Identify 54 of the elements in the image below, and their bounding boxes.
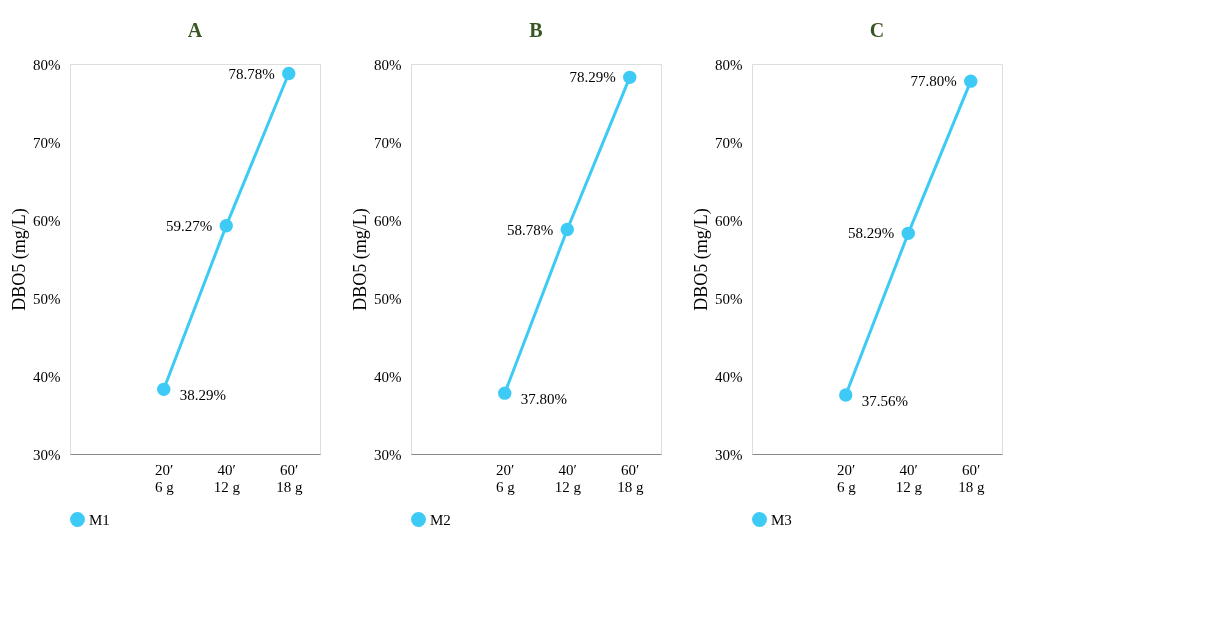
x-tick-label: 60′ 18 g	[276, 461, 303, 495]
y-tick-label: 30%	[374, 446, 402, 463]
y-axis-title: DBO5 (mg/L)	[9, 208, 30, 311]
data-label: 78.78%	[228, 65, 275, 82]
point	[157, 382, 171, 397]
data-label: 38.29%	[179, 387, 226, 404]
x-tick-label: 60′ 18 g	[617, 461, 644, 495]
y-tick-label: 50%	[374, 290, 402, 307]
point	[839, 388, 853, 402]
y-axis-title: DBO5 (mg/L)	[691, 208, 712, 311]
x-tick-label: 20′ 6 g	[495, 461, 516, 495]
point	[964, 74, 978, 88]
point	[901, 226, 915, 241]
point	[498, 386, 512, 400]
point	[623, 70, 637, 85]
data-label: 58.78%	[507, 221, 554, 238]
y-tick-label: 70%	[33, 134, 61, 151]
y-tick-label: 80%	[374, 56, 402, 73]
point	[282, 66, 296, 81]
y-tick-label: 40%	[374, 368, 402, 385]
x-tick-label: 20′ 6 g	[836, 461, 857, 495]
y-tick-label: 60%	[33, 212, 61, 229]
y-tick-label: 70%	[374, 134, 402, 151]
data-label: 78.29%	[569, 69, 616, 86]
y-tick-label: 50%	[33, 290, 61, 307]
y-tick-label: 40%	[715, 368, 743, 385]
chart-title: C	[869, 19, 885, 41]
legend-label: M3	[771, 511, 792, 528]
legend-label: M2	[430, 511, 451, 528]
y-axis-title: DBO5 (mg/L)	[350, 208, 371, 311]
y-tick-label: 50%	[715, 290, 743, 307]
chart-title: A	[187, 19, 203, 41]
y-tick-label: 30%	[715, 446, 743, 463]
data-label: 77.80%	[910, 73, 957, 90]
y-tick-label: 60%	[715, 212, 743, 229]
data-label: 59.27%	[166, 217, 213, 234]
y-tick-label: 70%	[715, 134, 743, 151]
x-tick-label: 40′ 12 g	[895, 461, 923, 495]
data-label: 37.80%	[520, 391, 567, 408]
y-tick-label: 30%	[33, 446, 61, 463]
data-label: 58.29%	[848, 225, 895, 242]
x-tick-label: 40′ 12 g	[213, 461, 241, 495]
point	[219, 219, 233, 233]
y-tick-label: 80%	[715, 56, 743, 73]
x-tick-label: 40′ 12 g	[554, 461, 582, 495]
chart-title: B	[529, 19, 543, 41]
point	[560, 222, 574, 237]
y-tick-label: 40%	[33, 368, 61, 385]
data-label: 37.56%	[861, 393, 908, 410]
x-tick-label: 60′ 18 g	[958, 461, 985, 495]
x-tick-label: 20′ 6 g	[154, 461, 175, 495]
y-tick-label: 60%	[374, 212, 402, 229]
y-tick-label: 80%	[33, 56, 61, 73]
legend-label: M1	[89, 511, 110, 528]
